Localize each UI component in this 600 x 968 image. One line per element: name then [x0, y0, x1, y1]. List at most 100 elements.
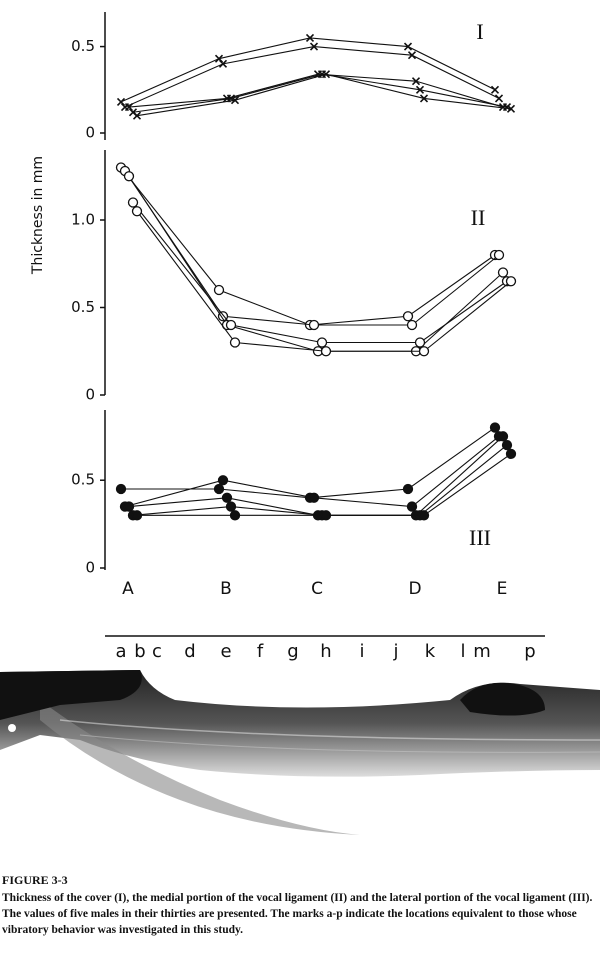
y-tick-label: 0 [85, 559, 95, 577]
series-line [124, 170, 500, 326]
x-marker [230, 96, 240, 105]
x-tick-label: D [408, 579, 421, 599]
open-circle-marker [225, 319, 237, 331]
series-line [136, 73, 512, 117]
location-mark-label: c [152, 641, 162, 662]
filled-circle-marker [497, 431, 509, 442]
x-marker [419, 94, 429, 103]
x-marker-stroke [124, 103, 134, 112]
open-circle-marker [229, 337, 241, 348]
location-mark-label: k [425, 641, 436, 662]
x-marker-stroke [132, 111, 142, 120]
series-line [121, 427, 496, 499]
open-circle-marker [497, 267, 509, 278]
x-tick-label: E [497, 579, 508, 599]
series-line [120, 167, 496, 326]
y-tick-label: 0.5 [71, 298, 95, 316]
x-marker-stroke [419, 94, 429, 103]
caption-text: Thickness of the cover (I), the medial p… [2, 892, 593, 936]
x-marker-stroke [490, 85, 500, 94]
location-mark-label: h [320, 641, 331, 662]
x-marker [116, 97, 126, 106]
x-marker [490, 85, 500, 94]
filled-circle-marker [221, 492, 233, 503]
x-marker-stroke [403, 42, 413, 51]
open-circle-marker [308, 319, 320, 331]
location-mark-label: i [359, 641, 364, 662]
panel-label: II [471, 205, 486, 230]
x-marker-stroke [230, 96, 240, 105]
y-tick-label: 0 [85, 124, 95, 142]
filled-circle-marker [123, 501, 135, 512]
x-tick-label: B [220, 579, 232, 599]
open-circle-marker [414, 337, 426, 348]
y-tick-label: 0 [85, 386, 95, 404]
x-marker-stroke [506, 104, 516, 113]
x-tick-label: C [311, 579, 323, 599]
x-marker-stroke [309, 42, 319, 51]
caption: FIGURE 3-3 Thickness of the cover (I), t… [2, 872, 598, 938]
location-mark-label: d [184, 641, 195, 662]
x-marker-stroke [116, 97, 126, 106]
location-mark-label: b [134, 641, 145, 662]
filled-circle-marker [505, 448, 517, 460]
open-circle-marker [123, 171, 135, 182]
location-mark-label: a [115, 641, 126, 662]
x-marker-stroke [321, 70, 331, 79]
panel-label: III [469, 525, 491, 550]
x-marker-stroke [494, 94, 504, 103]
panel-label: I [476, 19, 483, 44]
filled-circle-marker [308, 492, 320, 503]
x-marker-stroke [218, 59, 228, 68]
tissue-image [0, 670, 600, 835]
filled-circle-marker [320, 510, 332, 521]
open-circle-marker [213, 284, 225, 296]
open-circle-marker [402, 311, 414, 322]
location-mark-label: j [392, 641, 398, 662]
filled-circle-marker [406, 501, 418, 512]
x-marker [321, 70, 331, 79]
x-marker-stroke [214, 54, 224, 63]
x-marker [407, 51, 417, 60]
series-line [132, 202, 508, 344]
series-line [132, 73, 508, 113]
x-marker [309, 42, 319, 51]
y-axis-label: Thickness in mm [30, 156, 46, 275]
x-marker [218, 59, 228, 68]
figure: 0 0.5 I 0 0.5 1.0 II Thickness in mm 0 0.5 III A B C D… [0, 12, 600, 835]
location-mark-label: g [287, 641, 298, 662]
open-circle-marker [505, 276, 517, 287]
series-line [128, 435, 504, 516]
series-line [136, 210, 512, 352]
x-marker [411, 77, 421, 86]
open-circle-marker [418, 346, 430, 357]
x-marker-stroke [411, 77, 421, 86]
y-tick-label: 1.0 [71, 211, 95, 229]
open-circle-marker [493, 249, 505, 261]
filled-circle-marker [217, 475, 229, 486]
x-marker [403, 42, 413, 51]
y-tick-label: 0.5 [71, 471, 95, 489]
series-line [132, 444, 508, 516]
open-circle-marker [131, 206, 143, 217]
x-marker [132, 111, 142, 120]
open-circle-marker [127, 197, 139, 208]
filled-circle-marker [225, 501, 237, 512]
location-mark-label: l [460, 641, 465, 662]
filled-circle-marker [131, 510, 143, 521]
x-marker [494, 94, 504, 103]
open-circle-marker [320, 346, 332, 357]
x-marker-stroke [415, 85, 425, 94]
filled-circle-marker [418, 510, 430, 521]
x-marker [305, 33, 315, 42]
filled-circle-marker [489, 422, 501, 433]
open-circle-marker [316, 337, 328, 348]
open-circle-marker [406, 319, 418, 331]
y-tick-label: 0.5 [71, 37, 95, 55]
x-marker-stroke [305, 33, 315, 42]
location-mark-label: p [524, 641, 535, 662]
filled-circle-marker [402, 483, 414, 495]
x-marker [124, 103, 134, 112]
location-mark-label: e [220, 641, 231, 662]
